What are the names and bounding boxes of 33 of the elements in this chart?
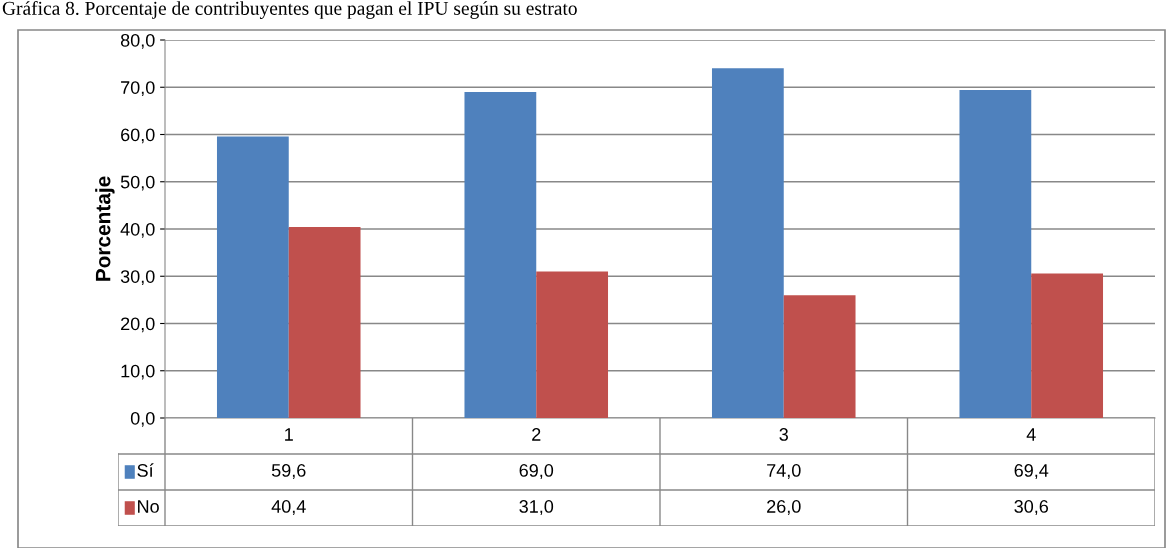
- bar: [536, 271, 609, 418]
- y-tick-label: 40,0: [120, 222, 155, 238]
- y-tick-label: 70,0: [121, 81, 155, 97]
- y-tick-label: 60,0: [121, 128, 155, 144]
- data-label: 59,6: [271, 464, 306, 479]
- bar: [464, 91, 537, 418]
- y-tick-label: 0,0: [130, 411, 155, 427]
- data-label: 40,4: [271, 500, 306, 515]
- x-tick-label: 3: [779, 428, 788, 441]
- y-tick-label: 30,0: [120, 270, 155, 286]
- data-label: 30,6: [1014, 500, 1049, 515]
- data-label: 74,0: [767, 464, 801, 479]
- y-tick-label: 10,0: [121, 364, 155, 380]
- data-label: 69,0: [519, 464, 554, 479]
- legend-label: Sí: [137, 463, 154, 477]
- y-tick-label: 20,0: [121, 317, 155, 333]
- chart-title: Gráfica 8. Porcentaje de contribuyentes que pagan el IPU según su estrato: [2, 1, 577, 19]
- bar: [711, 68, 784, 418]
- data-label: 31,0: [519, 500, 554, 515]
- bar: [783, 295, 856, 418]
- bar: [288, 227, 361, 418]
- y-tick-label: 50,0: [120, 175, 155, 191]
- bar: [216, 136, 289, 418]
- y-axis-title: Porcentaje: [95, 176, 115, 281]
- x-tick-label: 4: [1026, 428, 1036, 441]
- data-label: 69,4: [1014, 464, 1049, 479]
- data-label: 26,0: [767, 500, 801, 515]
- legend-label: No: [138, 500, 159, 513]
- x-tick-label: 2: [532, 428, 541, 441]
- bar: [959, 90, 1032, 418]
- y-tick-label: 80,0: [120, 33, 155, 49]
- bar: [1031, 273, 1104, 418]
- x-tick-label: 1: [285, 428, 293, 441]
